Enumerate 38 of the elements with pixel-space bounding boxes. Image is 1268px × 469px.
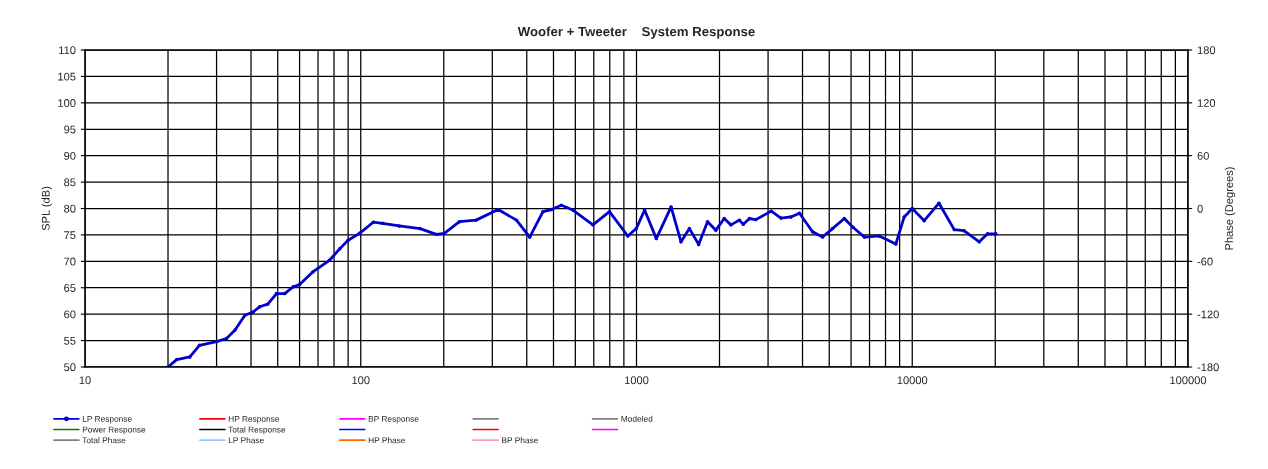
y2-tick-label: 60 [1197, 151, 1209, 160]
y-tick-label: 80 [64, 204, 76, 213]
y-tick-label: 85 [64, 178, 76, 187]
legend-label: LP Response [82, 416, 132, 424]
chart-title: Woofer + Tweeter System Response [517, 26, 755, 39]
x-tick-label: 1000 [624, 376, 649, 385]
x-tick-label: 100 [352, 376, 370, 385]
x-tick-label: 10 [79, 376, 91, 385]
x-tick-label: 100000 [1170, 376, 1207, 385]
y-tick-label: 100 [58, 99, 76, 107]
x-tick-label: 10000 [897, 376, 928, 385]
y-tick-label: 90 [64, 151, 76, 160]
legend-label: BP Response [368, 416, 419, 424]
y2-axis-title: Phase (Degrees) [1224, 167, 1236, 250]
y-tick-label: 75 [64, 231, 76, 240]
y-tick-label: 70 [64, 257, 76, 266]
y-tick-label: 105 [58, 72, 76, 81]
y2-tick-label: 120 [1197, 99, 1216, 107]
y-axis-title: SPL (dB) [41, 186, 52, 231]
y-tick-label: 60 [64, 310, 76, 319]
legend-label: HP Response [228, 416, 280, 424]
y-tick-label: 50 [64, 363, 76, 372]
y-tick-label: 110 [59, 46, 76, 55]
y-tick-label: 95 [64, 125, 76, 134]
y2-tick-label: -120 [1197, 310, 1219, 319]
legend-label: BP Phase [502, 437, 538, 444]
y2-tick-label: -60 [1197, 257, 1213, 266]
y2-tick-label: -180 [1197, 363, 1219, 372]
legend-label: Total Phase [82, 437, 126, 444]
y-tick-label: 65 [64, 284, 76, 292]
legend-label: Total Response [228, 426, 286, 435]
legend-label: LP Phase [228, 437, 264, 444]
y2-tick-label: 180 [1197, 46, 1216, 55]
legend-label: HP Phase [368, 437, 406, 444]
y2-tick-label: 0 [1197, 204, 1203, 213]
legend-label: Power Response [82, 426, 146, 435]
legend-label: Modeled [621, 415, 653, 422]
y-tick-label: 55 [64, 336, 76, 345]
